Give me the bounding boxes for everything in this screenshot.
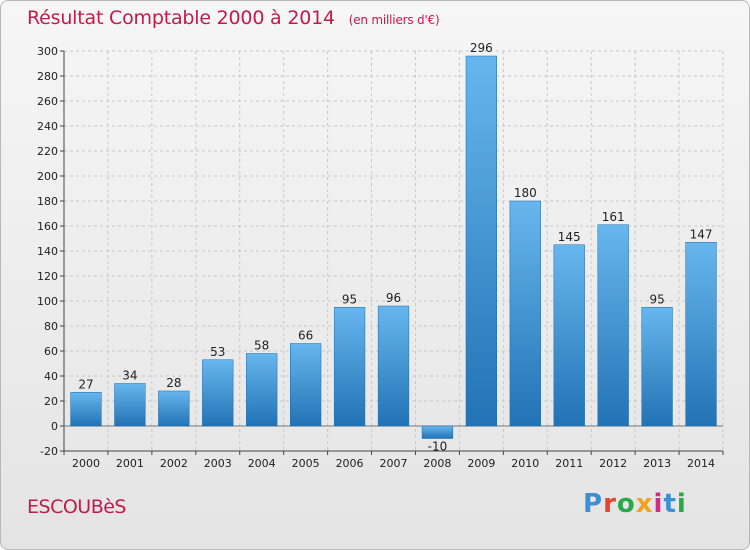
y-tick-label: 200	[37, 170, 58, 183]
data-label-2011: 145	[558, 230, 581, 244]
data-label-2012: 161	[602, 210, 625, 224]
labels: -20 0 20 40 60 80 100 120 140 160 180 200 220 240 260 2…	[37, 41, 715, 470]
bar-2003	[202, 359, 234, 427]
x-tick-label: 2009	[467, 457, 495, 470]
commune-name: ESCOUBèS	[27, 496, 126, 518]
y-tick-label: 260	[37, 95, 58, 108]
bar-2012	[597, 224, 629, 427]
bar-2010	[509, 200, 541, 427]
bars	[70, 55, 717, 439]
bar-2006	[333, 307, 366, 427]
data-label-2008: -10	[428, 440, 448, 454]
y-tick-label: 300	[37, 45, 58, 58]
x-tick-label: 2007	[380, 457, 408, 470]
y-tick-label: -20	[40, 445, 58, 458]
bar-2011	[553, 244, 585, 427]
data-label-2013: 95	[649, 292, 664, 306]
y-tick-label: 160	[37, 220, 58, 233]
bar-2000	[70, 392, 102, 427]
y-tick-label: 140	[37, 245, 58, 258]
x-tick-label: 2011	[555, 457, 583, 470]
x-tick-label: 2001	[116, 457, 144, 470]
logo-letter: i	[653, 489, 664, 519]
data-label-2001: 34	[122, 369, 137, 383]
data-label-2003: 53	[210, 345, 225, 359]
bar-2002	[158, 390, 190, 427]
y-tick-label: 180	[37, 195, 58, 208]
data-label-2014: 147	[690, 227, 713, 241]
proxiti-logo[interactable]: Proxiti	[583, 489, 687, 519]
x-tick-label: 2003	[204, 457, 232, 470]
y-tick-label: 60	[44, 345, 58, 358]
bar-2008	[421, 425, 454, 439]
y-tick-label: 40	[44, 370, 58, 383]
logo-letter: r	[603, 489, 617, 519]
y-tick-label: 220	[37, 145, 58, 158]
data-label-2007: 96	[386, 291, 401, 305]
x-tick-label: 2014	[687, 457, 715, 470]
y-tick-label: 100	[37, 295, 58, 308]
logo-letter: t	[663, 489, 677, 519]
y-tick-label: 240	[37, 120, 58, 133]
logo-letter: i	[676, 489, 687, 519]
data-label-2002: 28	[166, 376, 181, 390]
x-tick-label: 2000	[72, 457, 100, 470]
x-tick-label: 2013	[643, 457, 671, 470]
logo-letter: o	[616, 489, 636, 519]
bar-2009	[465, 55, 497, 427]
bar-2004	[246, 353, 278, 427]
logo-letter: P	[583, 489, 604, 519]
data-label-2010: 180	[514, 186, 537, 200]
data-label-2009: 296	[470, 41, 493, 55]
grid-lines	[63, 50, 724, 452]
data-label-2006: 95	[342, 292, 357, 306]
y-tick-label: 120	[37, 270, 58, 283]
x-tick-label: 2008	[423, 457, 451, 470]
y-tick-label: 80	[44, 320, 58, 333]
x-tick-label: 2012	[599, 457, 627, 470]
chart-title-unit: (en milliers d'€)	[348, 13, 440, 27]
x-tick-label: 2004	[248, 457, 276, 470]
logo-letter: x	[635, 489, 654, 519]
data-label-2004: 58	[254, 339, 269, 353]
y-tick-label: 20	[44, 395, 58, 408]
chart-title-main: Résultat Comptable 2000 à 2014	[27, 7, 335, 29]
x-tick-label: 2005	[292, 457, 320, 470]
data-label-2005: 66	[298, 329, 313, 343]
y-tick-label: 0	[51, 420, 58, 433]
bar-2007	[377, 305, 410, 427]
bar-2014	[685, 242, 717, 427]
bar-2013	[641, 307, 673, 427]
x-tick-label: 2006	[336, 457, 364, 470]
bar-2001	[114, 383, 146, 427]
bar-2005	[290, 343, 322, 427]
data-label-2000: 27	[78, 377, 93, 391]
chart-title: Résultat Comptable 2000 à 2014 (en milli…	[27, 7, 440, 29]
y-tick-label: 280	[37, 70, 58, 83]
x-tick-label: 2010	[511, 457, 539, 470]
x-tick-label: 2002	[160, 457, 188, 470]
